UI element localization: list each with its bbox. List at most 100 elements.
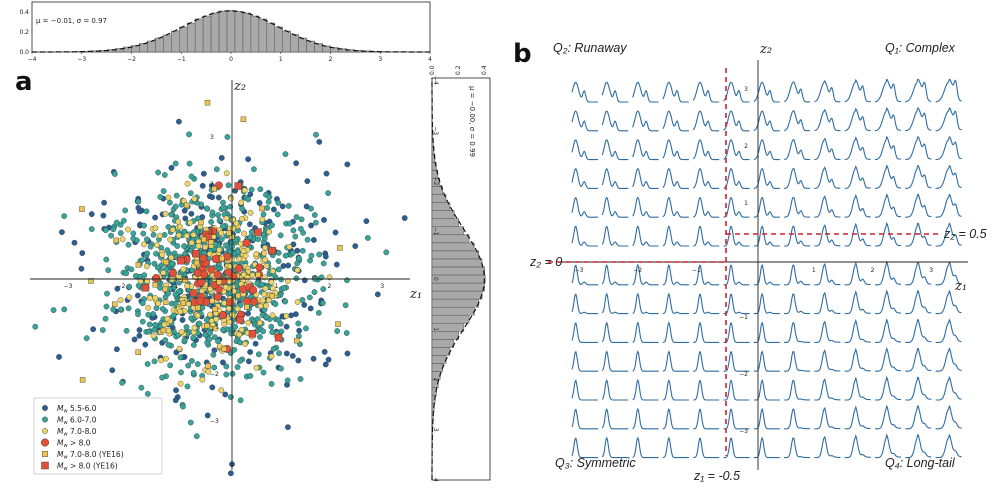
mw-5-5-6-0-point [209,194,216,201]
mw-7-0-8-0-point [161,321,168,328]
mw-7-0-8-0-point [294,267,301,274]
decoded-waveform [844,78,871,103]
decoded-waveform [571,437,598,459]
decoded-waveform [935,107,962,132]
mw-6-0-7-0-point [255,236,262,242]
decoded-waveform [632,225,659,247]
mw-6-0-7-0-point [110,226,117,233]
top-histogram-bar [250,15,260,53]
right-histogram-y-tick: −4 [432,76,439,85]
mw-5-5-6-0-point [209,384,216,391]
mw-5-5-6-0-point [321,217,327,223]
mw-6-0-7-0-point [181,337,188,343]
mw-8-0-ye16--point [177,256,185,265]
decoded-waveform [601,379,629,401]
mw-7-0-8-0-point [145,304,152,311]
mw-5-5-6-0-point [134,292,141,299]
mw-7-0-8-0-ye16--point [208,239,214,245]
mw-6-0-7-0-point [275,249,282,256]
decoded-waveform [783,110,811,132]
top-histogram-y-tick: 0.4 [19,9,29,16]
mw-7-0-8-0-point [178,329,185,335]
mw-7-0-8-0-point [236,256,243,262]
mw-6-0-7-0-point [272,301,279,307]
decoded-waveform [723,264,750,286]
legend-marker [42,451,48,457]
decoded-waveform [693,197,720,218]
mw-8-0-point [250,297,259,306]
mw-6-0-7-0-point [268,381,275,387]
mw-6-0-7-0-point [216,217,223,224]
decoded-waveform [875,221,901,247]
mw-5-5-6-0-point [109,367,116,374]
mw-6-0-7-0-point [138,384,145,391]
decoded-waveform [723,81,750,103]
legend-label: Mw 7.0-8.0 [57,427,97,438]
mw-7-0-8-0-point [269,285,276,292]
mw-6-0-7-0-point [208,219,215,225]
mw-7-0-8-0-point [262,256,269,263]
mw-6-0-7-0-point [181,243,188,249]
decoded-waveform [632,263,659,286]
decoded-waveform [814,79,841,103]
mw-6-0-7-0-point [187,190,194,197]
decoded-waveform [723,110,750,132]
legend-items: Mw 5.5-6.0Mw 6.0-7.0Mw 7.0-8.0Mw > 8.0Mw… [41,404,124,472]
mw-5-5-6-0-point [344,161,351,168]
mw-5-5-6-0-point [90,326,97,333]
mw-7-0-8-0-point [165,327,172,334]
mw-7-0-8-0-point [234,305,241,312]
mw-6-0-7-0-point [144,236,150,243]
top-histogram-x-tick: −3 [77,56,86,63]
mw-6-0-7-0-point [135,198,142,205]
top-histogram-bar [322,45,331,53]
mw-5-5-6-0-point [333,261,340,268]
decoded-waveform [693,379,720,401]
mw-6-0-7-0-point [113,219,120,226]
mw-6-0-7-0-point [50,307,57,313]
quadrant-q2-label: Q₂: Runaway [553,41,627,55]
mw-7-0-8-0-ye16--point [113,237,119,244]
decoded-waveform [662,168,689,189]
mw-7-0-8-0-point [221,300,228,307]
decoded-waveform [875,318,901,343]
mw-7-0-8-0-point [213,316,220,323]
mw-5-5-6-0-point [308,222,314,229]
grid-y-tick: 1 [744,200,748,207]
mw-8-0-point [193,268,202,277]
mw-6-0-7-0-point [258,281,265,288]
mw-6-0-7-0-point [145,328,152,335]
mw-6-0-7-0-point [167,362,174,369]
mw-7-0-8-0-ye16--point [293,337,300,344]
decoded-waveform [723,322,750,343]
mw-6-0-7-0-point [320,286,327,292]
mw-6-0-7-0-point [172,160,179,167]
scatter-x-tick: 2 [328,283,332,290]
decoded-waveform [601,168,629,189]
decoded-waveform [814,291,841,315]
mw-7-0-8-0-ye16--point [200,236,207,243]
mw-5-5-6-0-point [245,156,252,163]
mw-5-5-6-0-point [363,218,370,224]
decoded-waveform [875,433,901,459]
mw-5-5-6-0-point [245,358,252,365]
decoded-waveform [723,139,750,161]
mw-7-0-8-0-point [253,364,260,371]
decoded-waveform [905,165,932,189]
decoded-waveform [632,292,659,315]
mw-5-5-6-0-point [188,210,195,217]
mw-6-0-7-0-point [144,390,151,397]
mw-6-0-7-0-point [173,192,180,199]
mw-5-5-6-0-point [247,349,254,355]
mw-8-0-point [213,270,222,279]
mw-8-0-ye16--point [226,298,234,306]
mw-6-0-7-0-point [108,232,114,239]
scatter-y-tick: −2 [210,371,219,378]
right-histogram-y-tick: 0 [432,277,439,281]
mw-6-0-7-0-point [296,255,302,262]
mw-6-0-7-0-point [169,261,176,267]
mw-6-0-7-0-point [150,231,157,238]
mw-6-0-7-0-point [190,370,197,376]
mw-6-0-7-0-point [61,306,68,313]
mw-8-0-ye16--point [254,228,262,236]
